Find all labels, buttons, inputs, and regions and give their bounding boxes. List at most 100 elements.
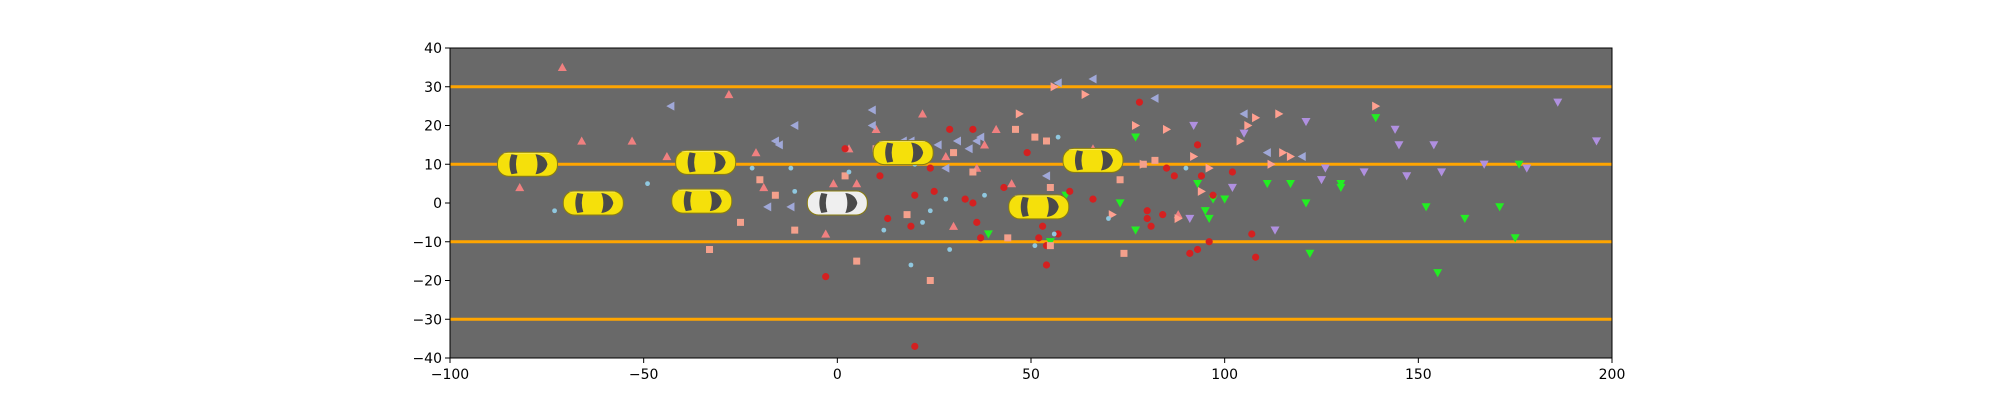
data-point-triangle-right [1236,136,1245,146]
data-point-triangle-left [952,136,962,146]
y-tick-label: 0 [433,196,442,212]
data-point-square [791,226,799,234]
data-point-circle-small [927,208,933,214]
data-point-triangle-up [759,183,769,192]
data-point-triangle-left [867,105,876,115]
vehicle [675,149,737,175]
y-tick-label: 20 [424,119,442,135]
data-point-triangle-down [1262,180,1272,189]
data-point-triangle-down [1394,141,1404,150]
data-point-triangle-down [1115,199,1125,208]
data-markers [515,62,1602,350]
data-point-circle [946,125,954,133]
data-point-triangle-right [1131,121,1141,130]
data-point-circle-small [846,169,852,175]
data-point-triangle-left [1053,78,1062,88]
data-point-square [853,257,861,265]
data-point-circle [1205,238,1213,246]
data-point-triangle-left [790,121,799,130]
data-point-circle [973,218,981,226]
data-point-circle [911,342,919,350]
y-tick-label: 40 [424,41,442,57]
x-tick-label: −100 [431,367,469,383]
vehicle [1062,147,1124,173]
data-point-triangle-down [1433,269,1443,278]
data-point-circle-small [1183,165,1189,171]
data-point-square [756,176,764,184]
data-point-square [1012,125,1020,133]
data-point-triangle-right [1279,148,1288,158]
data-point-circle-small [1032,243,1038,249]
data-point-square [1120,249,1128,257]
data-point-circle [926,164,934,172]
data-point-circle [1228,168,1237,176]
y-tick-label: 10 [424,157,442,173]
y-tick-label: −10 [412,235,442,251]
data-point-circle-small [1106,216,1111,221]
data-point-triangle-down [1514,160,1524,169]
data-point-circle [1170,172,1178,180]
data-point-circle [876,172,884,180]
data-point-square [950,149,958,157]
data-point-circle [1000,183,1008,192]
data-point-triangle-up [918,109,928,118]
data-point-triangle-up [627,136,637,145]
data-point-triangle-right [1015,109,1024,119]
data-point-circle-small [943,196,949,202]
x-tick-label: −50 [629,367,659,383]
y-tick-label: 30 [424,80,442,96]
data-point-triangle-down [1495,203,1505,212]
data-point-triangle-right [1190,152,1199,161]
data-point-square [1139,160,1147,168]
data-point-triangle-down [1200,207,1210,216]
lane-lines [450,85,1612,321]
data-point-circle-small [920,219,925,225]
x-tick-label: 200 [1599,367,1626,383]
data-point-triangle-down [1204,214,1214,223]
data-point-triangle-down [1402,172,1412,181]
data-point-circle [930,187,938,195]
data-point-circle-small [749,165,755,171]
data-point-triangle-up [871,124,881,133]
data-point-triangle-up [557,62,567,71]
data-point-circle [1089,195,1097,203]
data-point-triangle-left [1262,148,1271,158]
data-point-circle-small [947,247,953,252]
data-point-circle [1193,245,1202,254]
data-point-triangle-up [991,124,1001,133]
data-point-circle [1023,149,1031,157]
data-point-triangle-down [1270,226,1280,235]
y-tick-label: −30 [412,312,442,328]
data-point-triangle-up [662,152,672,161]
data-point-triangle-down [1185,214,1195,223]
data-point-triangle-down [1522,164,1532,173]
data-point-triangle-right [1244,121,1253,130]
data-point-triangle-down [1193,180,1203,189]
data-point-triangle-up [577,136,587,145]
data-point-circle-small [908,262,914,268]
data-point-triangle-up [515,183,525,192]
data-point-circle [1054,230,1062,238]
data-point-circle [1042,261,1051,269]
data-point-square [1116,176,1124,184]
data-point-circle-small [881,227,887,233]
data-point-triangle-down [1460,214,1470,223]
x-tick-label: 150 [1405,367,1432,383]
data-point-triangle-down [1317,176,1326,185]
data-point-circle-small [792,188,798,194]
data-point-triangle-left [972,136,981,146]
vehicle [562,190,624,216]
data-point-triangle-left [1239,109,1248,119]
data-point-triangle-up [980,140,990,149]
data-point-circle [1143,207,1151,215]
vehicle [1008,194,1070,220]
y-tick-label: −20 [412,274,442,290]
data-point-triangle-down [1429,141,1439,150]
data-point-triangle-down [1510,234,1520,243]
data-point-triangle-up [852,179,862,188]
vehicles [496,140,1124,220]
data-point-circle [841,145,849,153]
data-point-triangle-left [770,136,779,146]
